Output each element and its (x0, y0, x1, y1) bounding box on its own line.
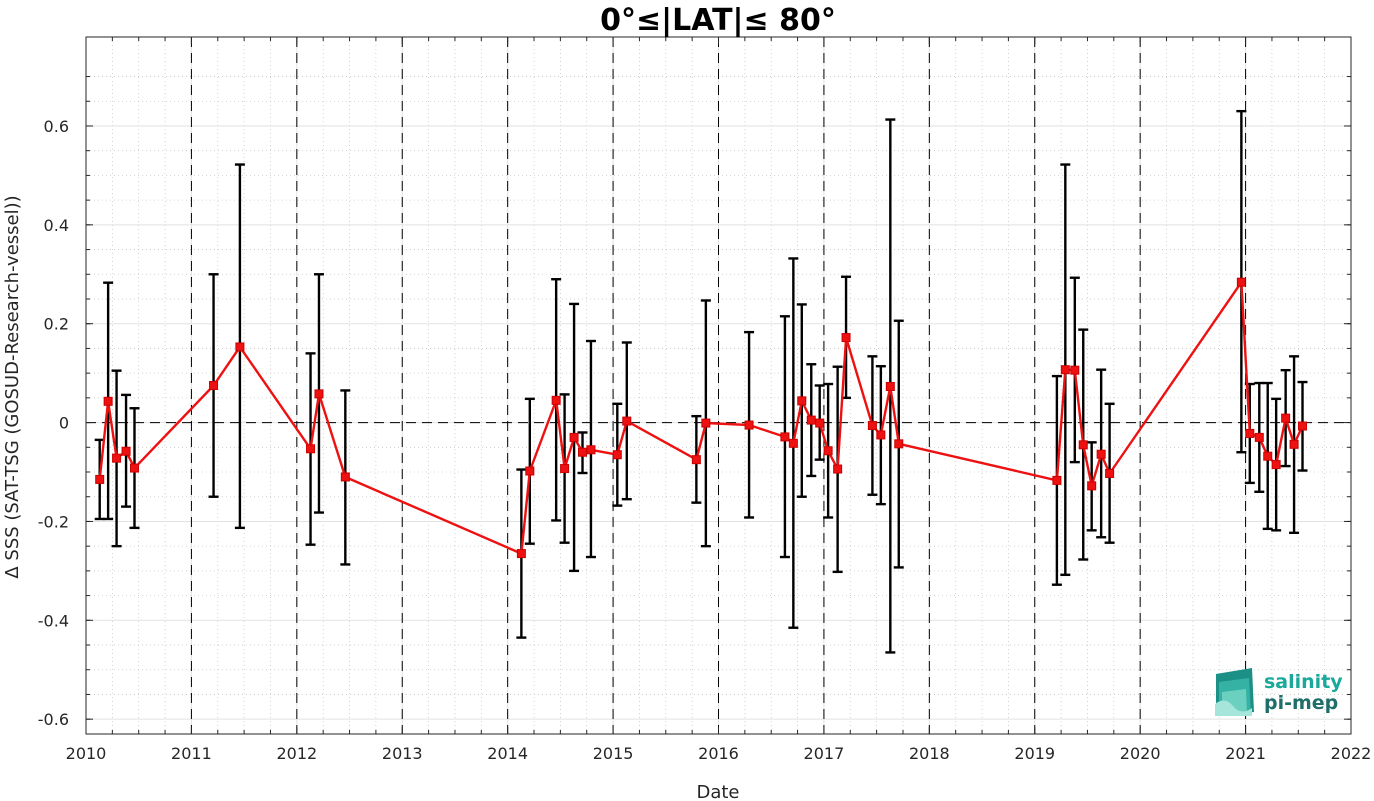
y-tick-label: 0 (59, 414, 69, 433)
data-point-marker (95, 474, 105, 484)
data-point-marker (1263, 451, 1273, 461)
data-point-marker (1052, 475, 1062, 485)
data-point-marker (841, 333, 851, 343)
x-tick-label: 2021 (1225, 744, 1266, 763)
x-tick-label: 2012 (276, 744, 317, 763)
y-tick-label: 0.4 (44, 216, 69, 235)
x-tick-label: 2017 (804, 744, 845, 763)
data-point-marker (1254, 432, 1264, 442)
data-point-marker (797, 396, 807, 406)
y-tick-label: -0.2 (38, 512, 69, 531)
data-point-marker (1087, 481, 1097, 491)
x-tick-label: 2010 (66, 744, 107, 763)
data-point-marker (612, 450, 622, 460)
chart-title: 0°≤|LAT|≤ 80° (600, 3, 836, 38)
data-point-marker (701, 418, 711, 428)
salinity-pi-mep-logo: salinity pi-mep (1215, 668, 1343, 716)
y-tick-label: 0.2 (44, 315, 69, 334)
y-tick-label: 0.6 (44, 117, 69, 136)
data-point-marker (622, 416, 632, 426)
data-point-marker (833, 464, 843, 474)
y-axis-label: Δ SSS (SAT-TSG (GOSUD-Research-vessel)) (2, 195, 23, 578)
x-tick-label: 2014 (487, 744, 528, 763)
logo-wave-icon (1215, 668, 1254, 716)
data-point-marker (876, 430, 886, 440)
data-point-marker (885, 381, 895, 391)
data-point-marker (867, 421, 877, 431)
year-divider-lines (190, 37, 1247, 734)
data-point-marker (306, 444, 316, 454)
x-tick-label: 2016 (698, 744, 739, 763)
data-point-marker (551, 395, 561, 405)
data-point-marker (1289, 439, 1299, 449)
data-point-marker (235, 342, 245, 352)
data-point-marker (578, 447, 588, 457)
data-point-marker (894, 439, 904, 449)
data-point-marker (1271, 460, 1281, 470)
x-tick-label: 2015 (593, 744, 634, 763)
axes-frame (85, 36, 1352, 735)
data-point-marker (1236, 277, 1246, 287)
y-tick-label: -0.4 (38, 611, 69, 630)
data-point-marker (129, 463, 139, 473)
data-point-marker (780, 432, 790, 442)
data-point-marker (806, 415, 816, 425)
data-point-marker (1078, 440, 1088, 450)
data-point-marker (1060, 365, 1070, 375)
data-point-marker (112, 453, 122, 463)
x-tick-label: 2011 (171, 744, 212, 763)
data-point-marker (788, 438, 798, 448)
logo-line2: pi-mep (1264, 692, 1338, 714)
x-tick-labels: 2010 2011 2012 2013 2014 2015 2016 2017 2018 2019… (66, 744, 1372, 763)
data-point-marker (1105, 468, 1115, 478)
x-tick-label: 2013 (382, 744, 423, 763)
data-point-marker (569, 432, 579, 442)
data-point-marker (121, 446, 131, 456)
data-point-marker (815, 418, 825, 428)
data-point-marker (103, 396, 113, 406)
data-point-marker (1096, 449, 1106, 459)
x-axis-label: Date (696, 782, 739, 801)
data-point-marker (691, 455, 701, 465)
y-tick-labels: -0.6 -0.4 -0.2 0 0.2 0.4 0.6 (38, 117, 69, 729)
data-point-marker (1070, 365, 1080, 375)
data-point-marker (525, 466, 535, 476)
data-point-marker (516, 549, 526, 559)
data-markers (95, 277, 1308, 559)
data-point-marker (560, 464, 570, 474)
x-tick-label: 2019 (1014, 744, 1055, 763)
data-point-marker (1281, 413, 1291, 423)
data-point-marker (340, 472, 350, 482)
x-tick-label: 2022 (1331, 744, 1372, 763)
data-point-marker (314, 389, 324, 399)
x-tick-label: 2018 (909, 744, 950, 763)
data-point-marker (1298, 421, 1308, 431)
data-point-marker (209, 381, 219, 390)
x-tick-label: 2020 (1120, 744, 1161, 763)
data-point-marker (823, 446, 833, 456)
data-point-marker (744, 420, 754, 430)
y-tick-label: -0.6 (38, 710, 69, 729)
data-point-marker (586, 445, 596, 455)
logo-line1: salinity (1264, 671, 1343, 693)
data-point-marker (1245, 428, 1255, 438)
